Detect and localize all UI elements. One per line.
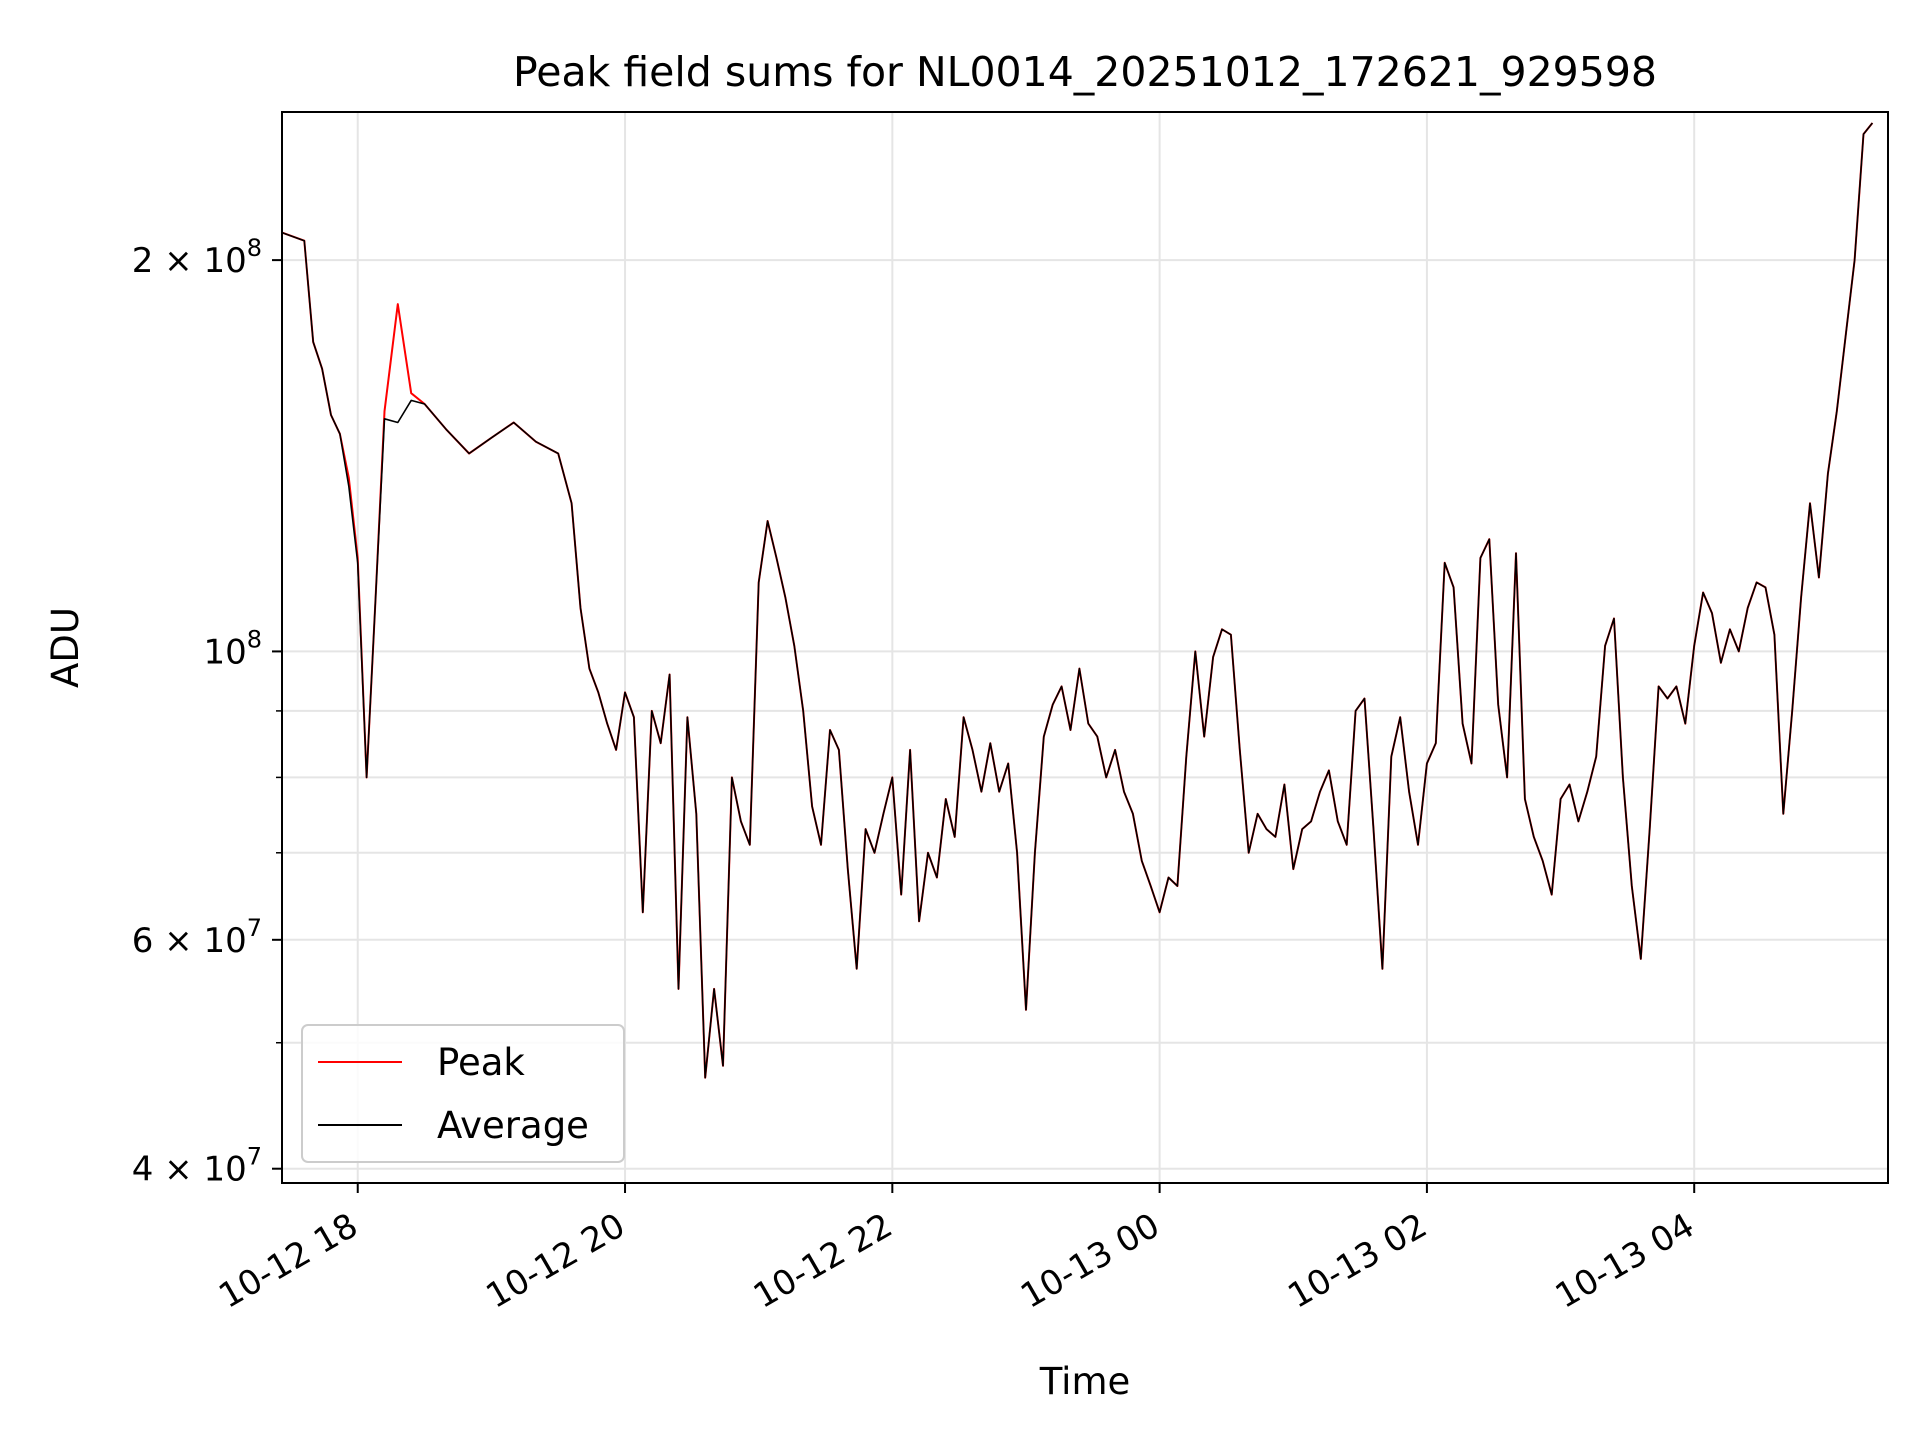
- series-line-average: [282, 122, 1874, 1079]
- x-axis-label: Time: [1039, 1360, 1131, 1403]
- y-tick-label: 6 × 107: [132, 914, 262, 961]
- y-axis-label: ADU: [44, 607, 87, 688]
- legend: Peak Average: [301, 1024, 625, 1163]
- y-tick-label: 2 × 108: [132, 234, 262, 281]
- plot-frame: [281, 111, 1889, 1184]
- series-layer: [282, 122, 1874, 1079]
- legend-label-average: Average: [437, 1104, 589, 1147]
- chart-title: Peak field sums for NL0014_20251012_1726…: [513, 48, 1657, 96]
- y-tick-label: 4 × 107: [132, 1143, 262, 1190]
- legend-label-peak: Peak: [437, 1041, 525, 1084]
- legend-box: [301, 1024, 625, 1163]
